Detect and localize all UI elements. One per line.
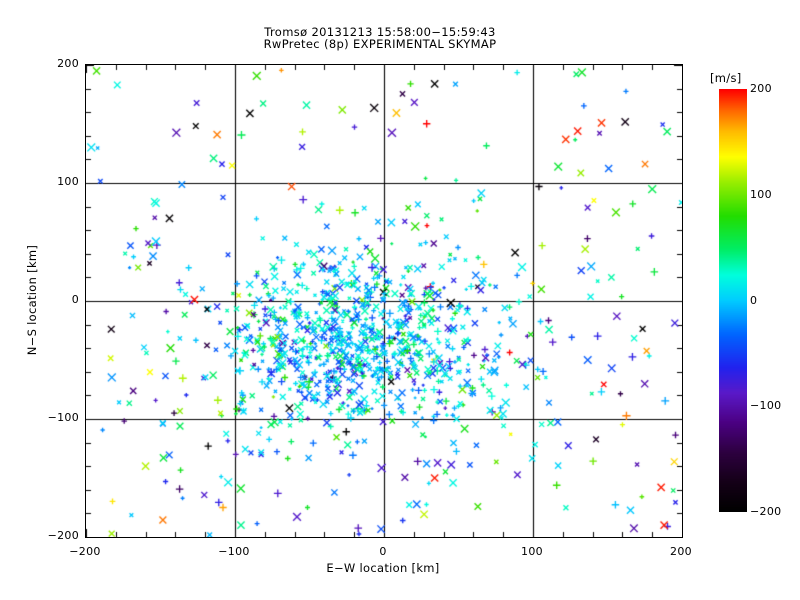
x-tick-label: −100 xyxy=(218,545,250,558)
x-axis-title: E−W location [km] xyxy=(326,561,440,575)
plot-title: Tromsø 20131213 15:58:00−15:59:43 RwPret… xyxy=(0,26,760,51)
x-tick-label: 100 xyxy=(521,545,543,558)
y-tick-label: −100 xyxy=(47,411,79,424)
colorbar-tick-label: −200 xyxy=(750,505,782,518)
y-axis-title: N−S location [km] xyxy=(25,244,39,356)
colorbar-tick-label: 200 xyxy=(750,82,772,95)
y-tick-label: 200 xyxy=(57,57,79,70)
y-tick-label: 100 xyxy=(57,175,79,188)
plot-area[interactable] xyxy=(85,64,683,538)
colorbar-tick-label: 100 xyxy=(750,187,772,201)
scatter-canvas[interactable] xyxy=(86,65,682,537)
x-tick-label: 200 xyxy=(670,545,692,558)
colorbar[interactable] xyxy=(719,89,747,512)
y-tick-label: 0 xyxy=(71,293,79,306)
x-tick-label: −200 xyxy=(69,545,101,558)
colorbar-gradient xyxy=(719,89,747,512)
colorbar-unit-label: [m/s] xyxy=(710,71,742,85)
colorbar-tick-label: 0 xyxy=(750,293,758,307)
x-tick-label: 0 xyxy=(379,545,387,558)
y-tick-label: −200 xyxy=(47,529,79,542)
title-line-1: Tromsø 20131213 15:58:00−15:59:43 xyxy=(264,25,496,39)
colorbar-tick-label: −100 xyxy=(750,399,782,413)
title-line-2: RwPretec (8p) EXPERIMENTAL SKYMAP xyxy=(263,37,497,52)
